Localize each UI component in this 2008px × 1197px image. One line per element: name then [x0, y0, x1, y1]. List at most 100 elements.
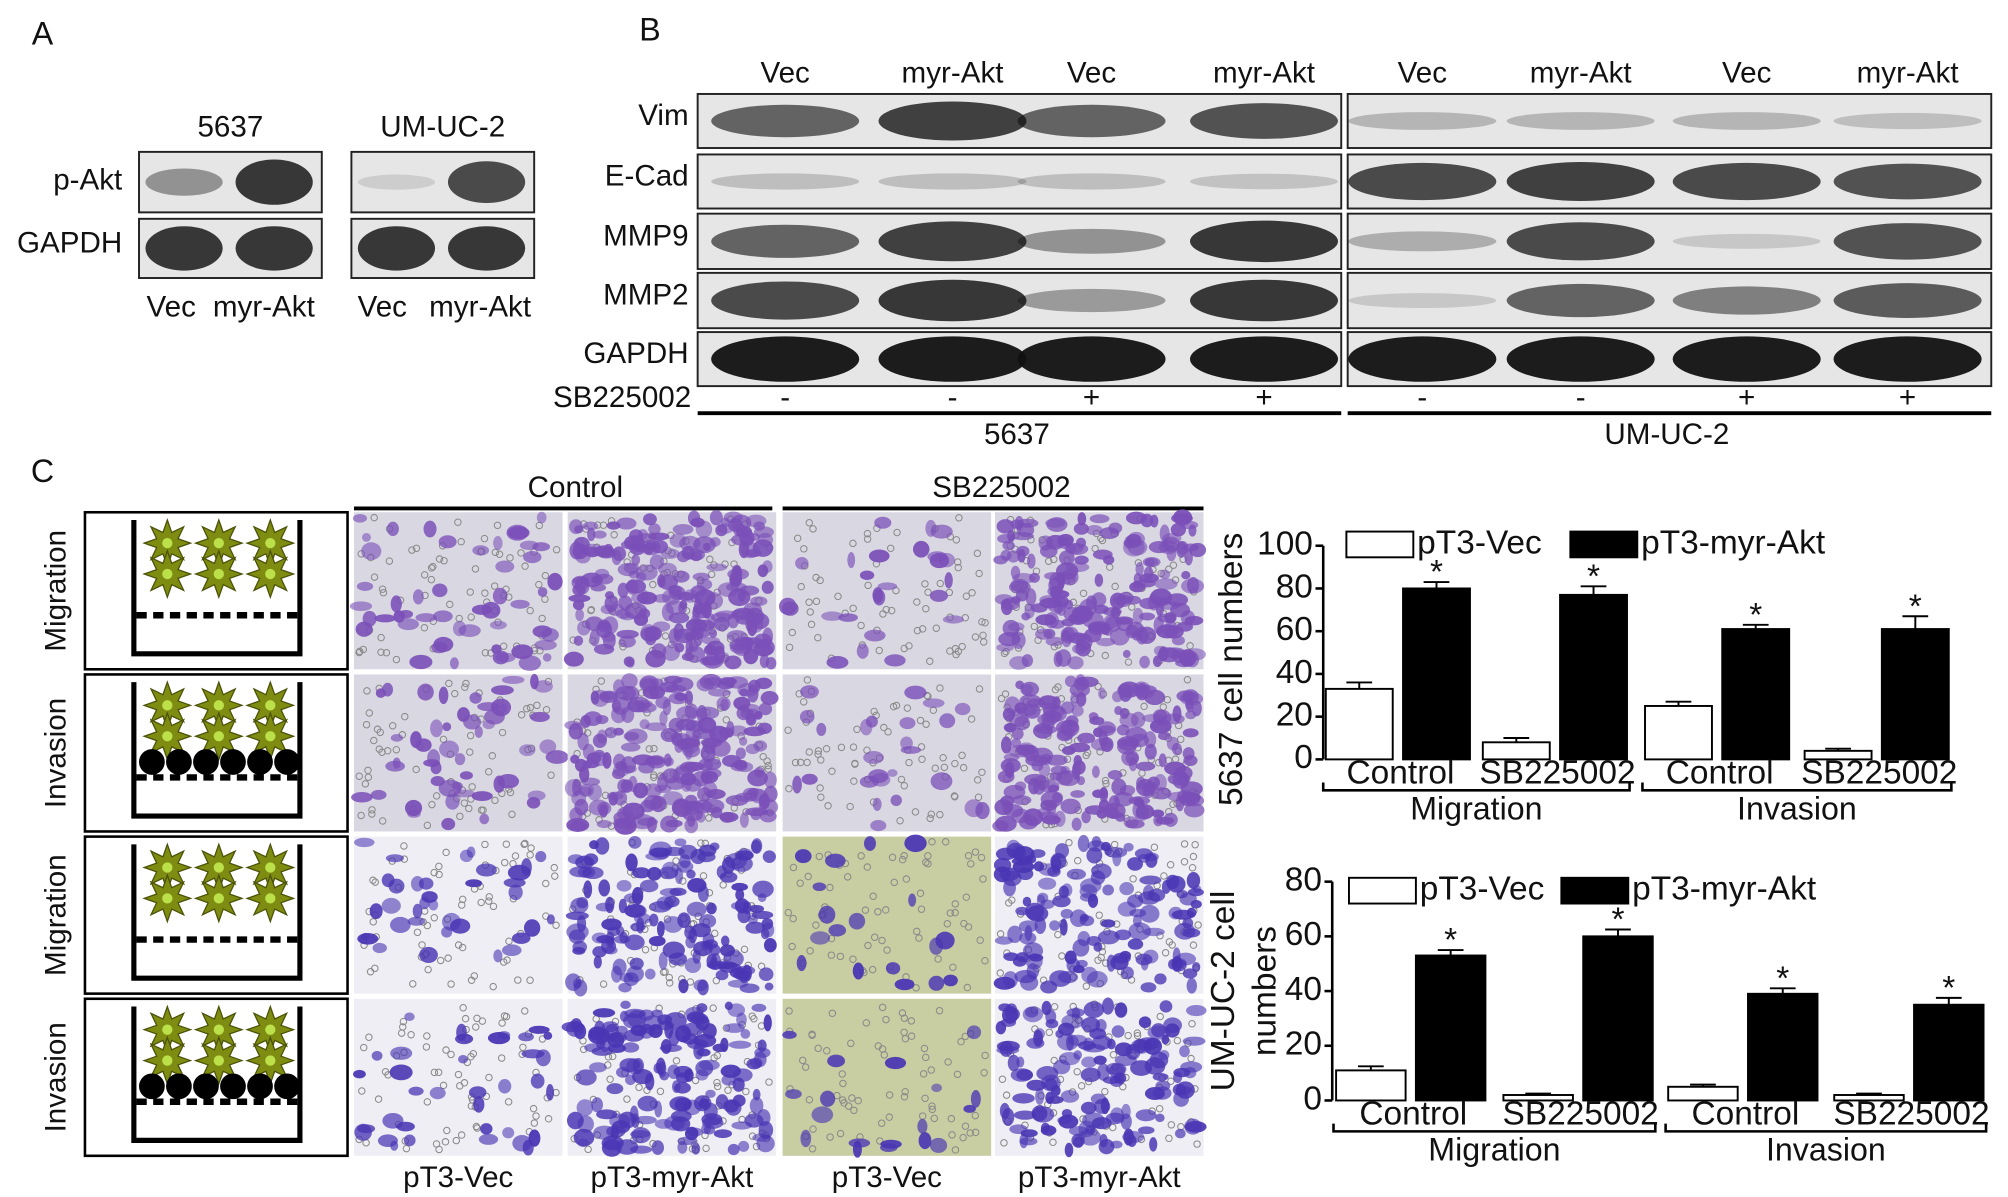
- pore: [472, 1023, 480, 1031]
- stained-cell: [685, 639, 694, 655]
- stained-cell: [669, 533, 687, 548]
- stained-cell: [1139, 655, 1150, 669]
- stained-cell: [623, 562, 640, 574]
- stained-cell: [423, 520, 437, 538]
- stained-cell: [1181, 571, 1191, 580]
- y-tick-label: 20: [1285, 1026, 1322, 1063]
- stained-cell: [1040, 1125, 1057, 1136]
- stained-cell: [763, 785, 778, 803]
- stained-cell: [701, 656, 723, 666]
- stained-cell: [1127, 857, 1143, 871]
- stained-cell: [838, 613, 858, 622]
- pore: [959, 763, 968, 772]
- stained-cell: [1029, 572, 1040, 583]
- stained-cell: [612, 546, 627, 562]
- stained-cell: [900, 746, 922, 754]
- stained-cell: [762, 850, 776, 863]
- stained-cell: [692, 572, 711, 581]
- pore: [870, 933, 879, 941]
- pore: [1156, 1012, 1164, 1021]
- row-label: p-Akt: [53, 163, 122, 196]
- pore: [1049, 1138, 1057, 1147]
- pore: [814, 750, 822, 758]
- pore: [551, 872, 559, 880]
- stained-cell: [1143, 949, 1159, 964]
- pore: [979, 875, 987, 883]
- pore: [944, 1058, 952, 1066]
- stained-cell: [729, 639, 752, 651]
- significance: *: [1611, 902, 1624, 939]
- stained-cell: [620, 756, 637, 774]
- stained-cell: [785, 1089, 802, 1099]
- pore: [505, 937, 513, 945]
- stained-cell: [706, 953, 718, 969]
- stained-cell: [1041, 815, 1061, 825]
- stained-cell: [618, 1111, 637, 1129]
- row-label: GAPDH: [583, 337, 688, 370]
- stained-cell: [542, 653, 552, 662]
- blot-band: [711, 224, 860, 258]
- stained-cell: [738, 540, 750, 559]
- cell-nucleus: [162, 1055, 173, 1066]
- pore: [1054, 683, 1062, 691]
- stained-cell: [1157, 613, 1176, 623]
- x-tick-label: SB225002: [1833, 1096, 1989, 1133]
- stained-cell: [628, 836, 642, 849]
- cell-nucleus: [213, 538, 224, 549]
- stained-cell: [929, 589, 948, 602]
- pore: [827, 951, 836, 959]
- stained-cell: [528, 1025, 550, 1034]
- legend-label: pT3-Vec: [1417, 524, 1542, 561]
- stained-cell: [1089, 514, 1110, 524]
- stained-cell: [563, 651, 584, 667]
- stained-cell: [1167, 875, 1186, 893]
- stained-cell: [412, 589, 424, 605]
- stained-cell: [1123, 842, 1134, 852]
- stained-cell: [763, 937, 777, 953]
- stained-cell: [1135, 805, 1150, 821]
- stained-cell: [1137, 578, 1156, 588]
- stained-cell: [640, 539, 661, 556]
- panel-label: C: [31, 453, 54, 489]
- stained-cell: [1083, 1037, 1094, 1051]
- stained-cell: [409, 654, 433, 670]
- stained-cell: [644, 968, 656, 980]
- pore: [921, 1053, 930, 1062]
- pore: [927, 810, 936, 818]
- bar: [1747, 992, 1819, 1102]
- pore: [887, 606, 896, 615]
- stained-cell: [1139, 875, 1162, 885]
- pore: [466, 588, 474, 596]
- pore: [378, 585, 387, 593]
- lane-label: myr-Akt: [1530, 56, 1632, 89]
- stained-cell: [745, 514, 767, 528]
- stained-cell: [1003, 952, 1019, 961]
- pore: [997, 694, 1006, 703]
- pore: [447, 980, 455, 988]
- stained-cell: [751, 1003, 767, 1012]
- stained-cell: [613, 679, 625, 695]
- stained-cell: [580, 777, 601, 786]
- pore: [978, 618, 986, 626]
- stained-cell: [1140, 982, 1157, 993]
- pore: [979, 631, 987, 640]
- stained-cell: [495, 560, 515, 573]
- pore: [763, 757, 771, 765]
- pore: [402, 1144, 411, 1153]
- pore: [368, 810, 376, 818]
- pore: [1133, 1031, 1142, 1040]
- pore: [1166, 861, 1175, 869]
- pore: [936, 684, 944, 692]
- stained-cell: [1122, 649, 1131, 658]
- pore: [1183, 676, 1192, 684]
- pore: [808, 1145, 817, 1153]
- stained-cell: [670, 589, 683, 598]
- stained-cell: [690, 550, 703, 562]
- stained-cell: [668, 612, 690, 624]
- stained-cell: [1045, 518, 1066, 528]
- stained-cell: [740, 1029, 751, 1039]
- cell-nucleus: [162, 1024, 173, 1035]
- pore: [791, 758, 800, 767]
- pore: [495, 550, 504, 558]
- matrigel: [247, 1073, 273, 1100]
